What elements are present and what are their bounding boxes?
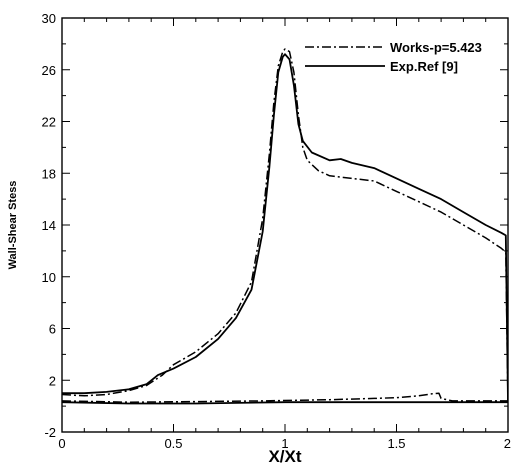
- y-tick-label: 18: [42, 166, 56, 181]
- x-tick-label: 2: [504, 436, 511, 451]
- x-axis-title: X/Xt: [268, 447, 301, 466]
- y-tick-label: 26: [42, 63, 56, 78]
- series-line-works-1: [62, 392, 508, 403]
- y-axis-title: Wall-Shear Stess: [7, 181, 19, 270]
- legend-label-works: Works-p=5.423: [390, 40, 482, 55]
- series-layer: [62, 48, 508, 405]
- x-tick-label: 1.5: [387, 436, 405, 451]
- series-line-exp-0: [62, 53, 508, 403]
- y-tick-label: 22: [42, 115, 56, 130]
- legend: Works-p=5.423 Exp.Ref [9]: [305, 40, 482, 74]
- y-tick-label: -2: [44, 425, 56, 440]
- y-tick-label: 6: [49, 322, 56, 337]
- x-tick-label: 0.5: [164, 436, 182, 451]
- plot-frame: [61, 17, 509, 433]
- y-tick-label: 2: [49, 373, 56, 388]
- ticks-layer: [61, 17, 509, 433]
- legend-label-exp: Exp.Ref [9]: [390, 59, 458, 74]
- y-tick-label: 30: [42, 11, 56, 26]
- series-line-exp-1: [62, 401, 508, 405]
- series-line-works-0: [62, 48, 508, 404]
- y-tick-label: 14: [42, 218, 56, 233]
- y-tick-label: 10: [42, 270, 56, 285]
- x-tick-label: 0: [58, 436, 65, 451]
- x-tick-label: 1: [281, 436, 288, 451]
